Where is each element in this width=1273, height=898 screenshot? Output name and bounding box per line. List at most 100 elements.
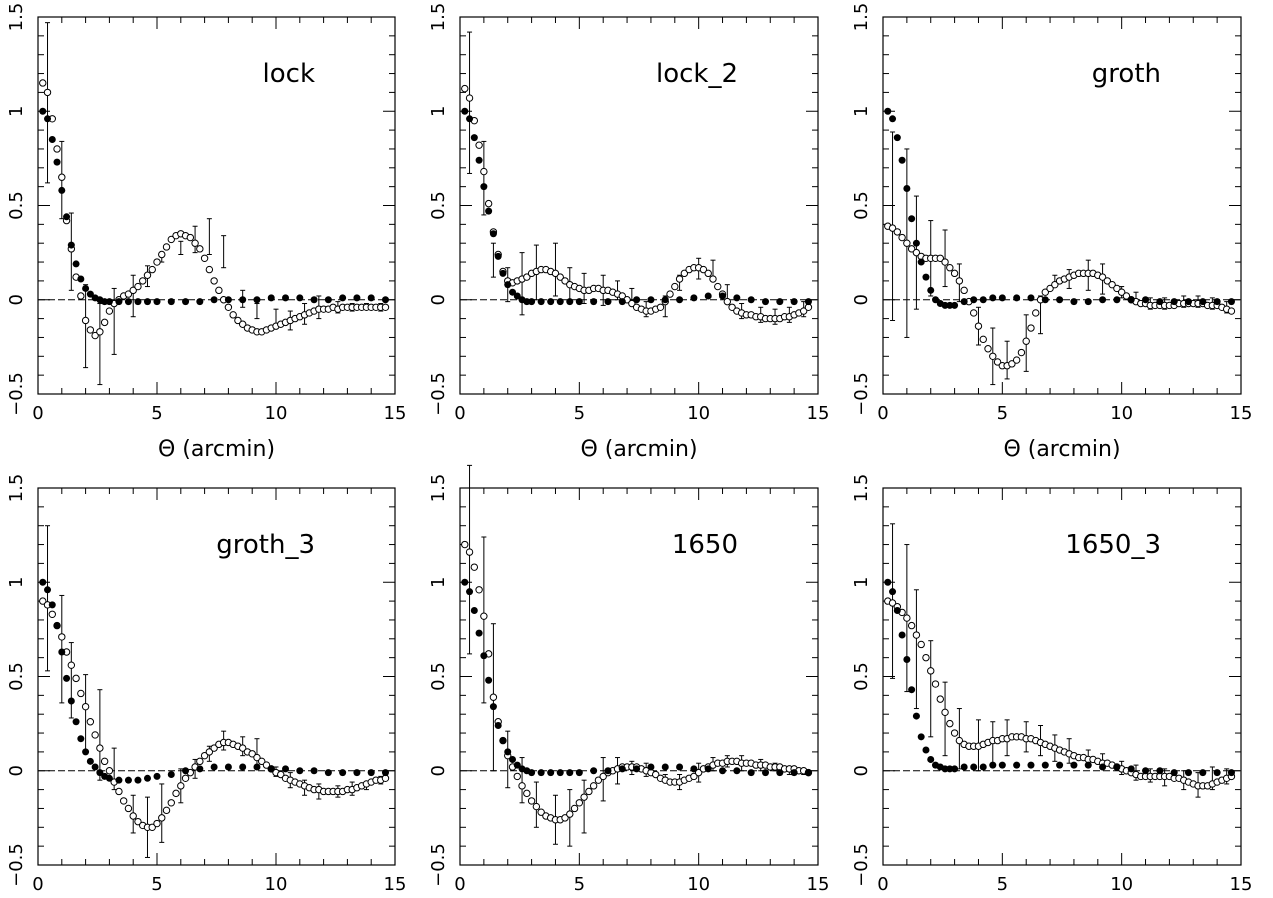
- filled-circle-point: [143, 298, 151, 306]
- open-circle-point: [974, 322, 983, 330]
- filled-circle-point: [575, 769, 583, 777]
- filled-circle-point: [790, 769, 798, 777]
- open-circle-point: [1022, 337, 1030, 345]
- filled-circle-point: [86, 290, 94, 298]
- filled-circle-point: [485, 676, 493, 684]
- filled-circle-point: [1084, 761, 1092, 769]
- x-tick-label: 15: [384, 403, 407, 424]
- open-circle-point: [903, 239, 911, 247]
- filled-circle-point: [239, 296, 247, 304]
- filled-circle-point: [381, 769, 389, 777]
- open-circle-point: [167, 235, 175, 244]
- open-circle-point: [177, 782, 185, 790]
- open-circle-point: [575, 799, 584, 807]
- filled-circle-point: [998, 761, 1006, 769]
- open-circle-point: [931, 680, 940, 688]
- filled-circle-point: [661, 763, 669, 771]
- filled-circle-point: [115, 776, 123, 784]
- filled-circle-point: [951, 765, 959, 773]
- filled-circle-point: [893, 134, 901, 142]
- open-circle-point: [984, 345, 992, 353]
- open-circle-point: [381, 303, 390, 311]
- open-circle-point: [489, 693, 498, 701]
- x-axis-label: Θ (arcmin): [1003, 437, 1120, 462]
- filled-circle-point: [733, 294, 741, 302]
- filled-circle-point: [1041, 761, 1049, 769]
- x-axis-label: Θ (arcmin): [580, 437, 697, 462]
- open-circle-point: [570, 804, 579, 813]
- filled-circle-point: [912, 239, 920, 247]
- open-circle-point: [888, 599, 897, 607]
- filled-circle-point: [77, 735, 85, 743]
- filled-circle-point: [604, 767, 612, 775]
- filled-circle-point: [143, 774, 151, 782]
- x-tick-label: 15: [807, 403, 830, 424]
- open-circle-point: [58, 633, 66, 641]
- filled-circle-point: [253, 763, 261, 771]
- filled-circle-point: [908, 215, 916, 223]
- filled-circle-point: [267, 765, 275, 773]
- open-circle-point: [158, 250, 166, 259]
- filled-circle-point: [296, 294, 304, 302]
- open-circle-point: [465, 548, 474, 556]
- panel-label: 1650_3: [1065, 530, 1161, 560]
- filled-circle-point: [381, 296, 389, 304]
- y-tick-label: 1.5: [428, 474, 449, 503]
- x-tick-label: 10: [265, 874, 288, 895]
- open-circle-point: [912, 631, 921, 639]
- open-circle-point: [709, 275, 717, 283]
- open-circle-point: [148, 823, 156, 831]
- open-circle-point: [200, 254, 209, 262]
- filled-circle-point: [48, 601, 56, 609]
- y-tick-label: 1: [6, 106, 27, 117]
- x-tick-label: 10: [265, 403, 288, 424]
- filled-circle-point: [604, 298, 612, 306]
- filled-circle-point: [998, 294, 1006, 302]
- open-circle-point: [666, 290, 674, 298]
- open-circle-point: [205, 265, 214, 274]
- open-circle-point: [210, 277, 218, 285]
- filled-circle-point: [1170, 769, 1178, 777]
- open-circle-point: [480, 612, 488, 620]
- open-circle-point: [585, 787, 593, 796]
- open-circle-point: [1122, 292, 1131, 300]
- filled-circle-point: [898, 156, 906, 164]
- open-circle-point: [91, 331, 99, 340]
- open-circle-point: [675, 275, 684, 283]
- filled-circle-point: [704, 765, 712, 773]
- open-circle-point: [100, 318, 109, 327]
- filled-circle-point: [296, 767, 304, 775]
- filled-circle-point: [1199, 769, 1207, 777]
- filled-circle-point: [324, 769, 332, 777]
- open-circle-point: [907, 621, 916, 630]
- filled-circle-point: [1199, 298, 1207, 306]
- open-circle-point: [912, 248, 921, 257]
- open-circle-point: [1117, 288, 1126, 296]
- open-circle-point: [253, 753, 261, 762]
- open-circle-point: [950, 729, 959, 737]
- filled-circle-point: [134, 776, 142, 784]
- filled-circle-point: [1142, 296, 1150, 304]
- filled-circle-point: [575, 298, 583, 306]
- open-circle-point: [48, 610, 56, 618]
- y-tick-label: −0.5: [6, 843, 27, 887]
- filled-circle-point: [1213, 298, 1221, 306]
- filled-circle-point: [44, 586, 52, 594]
- filled-circle-point: [267, 294, 275, 302]
- filled-circle-point: [903, 656, 911, 664]
- open-circle-point: [205, 748, 214, 756]
- filled-circle-point: [1099, 763, 1107, 771]
- open-circle-point: [917, 640, 925, 649]
- filled-circle-point: [1070, 298, 1078, 306]
- filled-circle-point: [489, 703, 497, 711]
- open-circle-point: [652, 770, 660, 779]
- filled-circle-point: [153, 772, 161, 780]
- open-circle-point: [153, 819, 161, 828]
- x-tick-label: 15: [384, 874, 407, 895]
- filled-circle-point: [253, 296, 261, 304]
- filled-circle-point: [927, 286, 935, 294]
- open-circle-point: [124, 804, 133, 813]
